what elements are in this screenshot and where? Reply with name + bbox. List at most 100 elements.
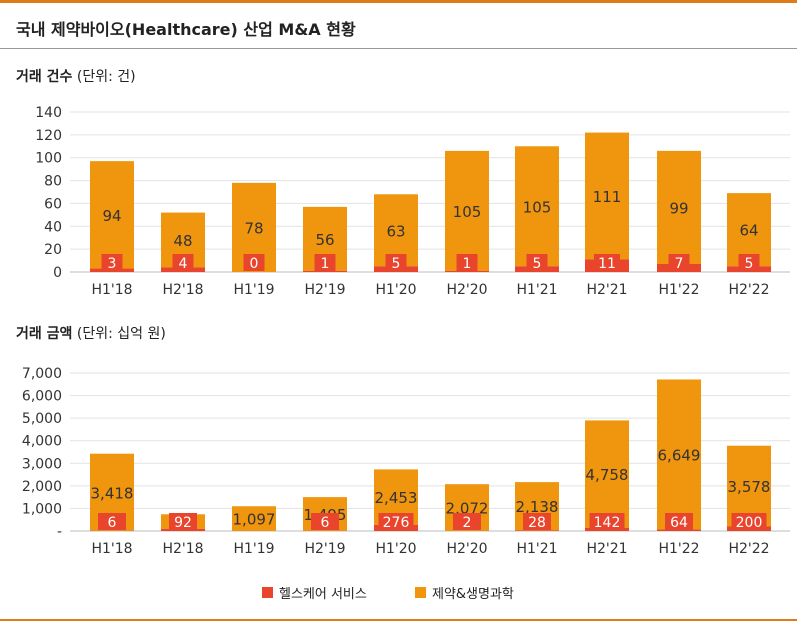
chart-count-title: 거래 건수 (단위: 건) <box>16 66 136 86</box>
data-label-pharma-amount-2: 1,097 <box>233 511 276 529</box>
data-label-box-health-amount-8 <box>665 513 693 530</box>
x-category-label-count-2: H1'19 <box>233 282 274 298</box>
y-tick-label-amount: 1,000 <box>22 501 62 517</box>
x-category-label-count-8: H1'22 <box>658 282 699 298</box>
data-label-pharma-count-0: 94 <box>102 207 121 225</box>
data-label-health-amount-1: 92 <box>174 515 192 531</box>
data-label-health-count-5: 1 <box>463 256 472 272</box>
y-tick-label-count: 100 <box>35 151 62 167</box>
data-label-pharma-amount-7: 4,758 <box>586 466 629 484</box>
bar-pharma-amount-8 <box>657 379 701 530</box>
x-category-label-amount-1: H2'18 <box>162 541 203 557</box>
x-category-label-count-3: H2'19 <box>304 282 345 298</box>
y-tick-label-amount: 5,000 <box>22 411 62 427</box>
data-label-box-health-count-5 <box>456 254 478 271</box>
data-label-box-health-amount-5 <box>453 513 481 530</box>
title-divider <box>0 48 797 49</box>
data-label-health-count-4: 5 <box>392 256 401 272</box>
data-label-health-count-0: 3 <box>108 256 117 272</box>
y-tick-label-count: 40 <box>44 219 62 235</box>
bar-health-amount-8 <box>657 529 701 531</box>
chart-amount-title: 거래 금액 (단위: 십억 원) <box>16 323 166 343</box>
bar-pharma-count-8 <box>657 150 701 264</box>
bar-health-count-5 <box>445 270 489 272</box>
data-label-pharma-count-9: 64 <box>739 222 758 240</box>
bar-pharma-count-6 <box>515 146 559 267</box>
x-category-label-count-1: H2'18 <box>162 282 203 298</box>
x-category-label-amount-4: H1'20 <box>375 541 416 557</box>
chart-amount-title-unit: (단위: 십억 원) <box>76 326 166 342</box>
data-label-box-health-amount-3 <box>311 513 339 530</box>
data-label-health-amount-3: 6 <box>321 515 330 531</box>
y-tick-label-amount: 6,000 <box>22 389 62 405</box>
data-label-health-amount-6: 28 <box>528 515 546 531</box>
x-category-label-amount-2: H1'19 <box>233 541 274 557</box>
x-category-label-amount-9: H2'22 <box>728 541 769 557</box>
data-label-health-amount-7: 142 <box>594 515 621 531</box>
data-label-health-count-7: 11 <box>598 256 616 272</box>
bar-pharma-amount-7 <box>585 420 629 528</box>
y-tick-label-count: 60 <box>44 196 62 212</box>
y-tick-label-count: 120 <box>35 128 62 144</box>
legend-swatch-pharma <box>415 587 426 598</box>
data-label-health-count-8: 7 <box>675 256 684 272</box>
chart-amount: - 1,000 2,000 3,000 4,000 5,000 6,000 7,000 3,41… <box>22 366 790 557</box>
data-label-box-health-amount-1 <box>169 513 197 530</box>
data-label-box-health-amount-9 <box>731 513 767 530</box>
y-tick-label-amount: 2,000 <box>22 479 62 495</box>
x-category-label-amount-8: H1'22 <box>658 541 699 557</box>
bar-pharma-amount-2 <box>232 506 276 531</box>
data-label-box-health-amount-7 <box>589 513 625 530</box>
x-category-label-count-7: H2'21 <box>586 282 627 298</box>
data-label-pharma-count-4: 63 <box>386 222 405 240</box>
data-label-box-health-count-0 <box>101 254 123 271</box>
data-label-box-health-count-4 <box>385 254 407 271</box>
data-label-box-health-count-8 <box>668 254 690 271</box>
bar-pharma-count-7 <box>585 132 629 260</box>
y-tick-label-amount: 4,000 <box>22 434 62 450</box>
top-accent-rule <box>0 0 797 3</box>
data-label-health-count-2: 0 <box>250 256 259 272</box>
data-label-health-amount-9: 200 <box>736 515 763 531</box>
data-label-health-count-3: 1 <box>321 256 330 272</box>
x-category-label-count-6: H1'21 <box>516 282 557 298</box>
chart-count-title-main: 거래 건수 <box>16 69 73 85</box>
data-label-health-amount-0: 6 <box>108 515 117 531</box>
bar-pharma-count-5 <box>445 150 489 271</box>
data-label-pharma-count-6: 105 <box>523 198 552 216</box>
chart-count: 0 20 40 60 80 100 120 140 94 3 H1'18 48 4 H2'18 78 0 H1'… <box>35 105 790 298</box>
y-tick-label-amount: 3,000 <box>22 456 62 472</box>
y-tick-label-amount: - <box>57 524 62 540</box>
chart-count-title-unit: (단위: 건) <box>76 69 136 85</box>
legend: 헬스케어 서비스 제약&생명과학 <box>0 583 797 603</box>
data-label-box-health-amount-6 <box>523 513 551 530</box>
data-label-health-count-6: 5 <box>533 256 542 272</box>
y-tick-label-count: 80 <box>44 174 62 190</box>
y-tick-label-count: 20 <box>44 242 62 258</box>
x-category-label-count-0: H1'18 <box>91 282 132 298</box>
x-category-label-amount-5: H2'20 <box>446 541 487 557</box>
charts-canvas: 0 20 40 60 80 100 120 140 94 3 H1'18 48 4 H2'18 78 0 H1'… <box>22 105 790 557</box>
x-category-label-count-4: H1'20 <box>375 282 416 298</box>
data-label-pharma-count-8: 99 <box>669 199 688 217</box>
data-label-box-health-count-2 <box>243 254 265 271</box>
x-category-label-amount-3: H2'19 <box>304 541 345 557</box>
data-label-health-amount-8: 64 <box>670 515 688 531</box>
x-category-label-amount-6: H1'21 <box>516 541 557 557</box>
data-label-pharma-amount-9: 3,578 <box>728 478 771 496</box>
data-label-pharma-amount-8: 6,649 <box>658 447 701 465</box>
data-label-health-amount-5: 2 <box>463 515 472 531</box>
y-tick-label-count: 0 <box>53 265 62 281</box>
data-label-pharma-amount-0: 3,418 <box>91 484 134 502</box>
data-label-pharma-amount-4: 2,453 <box>375 489 418 507</box>
page-title: 국내 제약바이오(Healthcare) 산업 M&A 현황 <box>16 20 356 39</box>
data-label-box-health-count-1 <box>172 254 194 271</box>
data-label-pharma-count-7: 111 <box>593 188 622 206</box>
data-label-pharma-count-3: 56 <box>315 231 334 249</box>
bar-pharma-count-0 <box>90 161 134 269</box>
data-label-box-health-amount-0 <box>98 513 126 530</box>
legend-label-pharma: 제약&생명과학 <box>432 587 514 602</box>
chart-amount-title-main: 거래 금액 <box>16 326 73 342</box>
data-label-pharma-count-2: 78 <box>244 219 263 237</box>
data-label-pharma-amount-6: 2,138 <box>516 498 559 516</box>
